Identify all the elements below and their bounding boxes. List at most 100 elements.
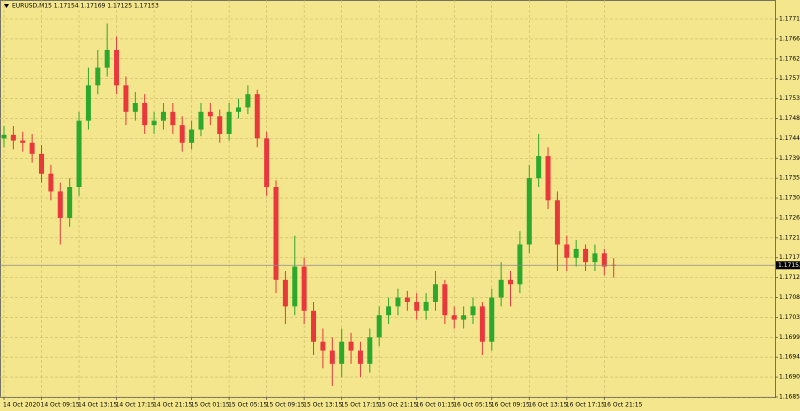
plot-frame — [0, 0, 776, 398]
candle-body — [67, 187, 73, 218]
candle-body — [282, 279, 288, 307]
y-tick-label: 1.16900 — [779, 374, 800, 381]
candle-body — [601, 253, 607, 267]
candle-body — [48, 173, 54, 192]
candle-body — [264, 138, 270, 188]
y-tick-label: 1.17575 — [779, 75, 800, 82]
x-tick-label: 15 Oct 17:15 — [341, 402, 380, 409]
candle-body — [245, 94, 251, 108]
candle-body — [367, 337, 373, 364]
candle-body — [76, 120, 82, 188]
candle-body — [1, 134, 7, 139]
y-tick-label: 1.17170 — [779, 254, 800, 261]
y-tick-label: 1.17350 — [779, 175, 800, 182]
x-tick-label: 15 Oct 13:15 — [303, 402, 342, 409]
current-price-box — [776, 261, 800, 270]
y-tick-label: 1.17035 — [779, 314, 800, 321]
candle-body — [198, 111, 204, 130]
candle-body — [573, 248, 579, 258]
candle-body — [85, 85, 91, 121]
candle-body — [536, 156, 542, 179]
x-tick-label: 15 Oct 01:15 — [191, 402, 230, 409]
y-tick-label: 1.17665 — [779, 35, 800, 42]
y-tick-label: 1.17530 — [779, 95, 800, 102]
x-tick-label: 15 Oct 09:15 — [266, 402, 305, 409]
candle-body — [461, 315, 467, 320]
candle-body — [329, 350, 335, 364]
candle-body — [357, 350, 363, 364]
candle-body — [311, 310, 317, 342]
y-tick-label: 1.17440 — [779, 135, 800, 142]
candle-body — [20, 140, 26, 143]
x-tick-label: 14 Oct 2020 — [3, 402, 40, 409]
x-tick-label: 16 Oct 13:15 — [528, 402, 567, 409]
candle-body — [123, 85, 129, 112]
candle-body — [404, 297, 410, 302]
candle-body — [414, 301, 420, 311]
candle-body — [479, 306, 485, 342]
candle-body — [545, 156, 551, 201]
y-tick-label: 1.17485 — [779, 115, 800, 122]
candle-body — [273, 187, 279, 280]
x-tick-label: 14 Oct 17:15 — [116, 402, 155, 409]
candle-body — [207, 111, 213, 117]
candle-body — [142, 103, 148, 126]
candle-body — [132, 103, 138, 112]
candle-body — [442, 284, 448, 316]
candle-body — [526, 178, 532, 245]
candle-body — [292, 266, 298, 307]
menu-arrow[interactable] — [4, 4, 9, 8]
x-tick-label: 16 Oct 01:15 — [416, 402, 455, 409]
candle-body — [348, 341, 354, 351]
candle-body — [386, 306, 392, 316]
y-tick-label: 1.17620 — [779, 55, 800, 62]
candle-body — [95, 67, 101, 86]
candle-body — [395, 297, 401, 307]
x-tick-label: 16 Oct 17:15 — [566, 402, 605, 409]
y-tick-label: 1.17305 — [779, 195, 800, 202]
y-tick-label: 1.17395 — [779, 155, 800, 162]
y-tick-label: 1.17260 — [779, 214, 800, 221]
candle-body — [189, 129, 195, 143]
x-tick-label: 16 Oct 21:15 — [603, 402, 642, 409]
candle-body — [451, 315, 457, 320]
candle-body — [564, 244, 570, 258]
candle-body — [432, 284, 438, 302]
candle-body — [104, 49, 110, 68]
candle-body — [39, 153, 45, 174]
x-tick-label: 15 Oct 05:15 — [228, 402, 267, 409]
x-tick-label: 16 Oct 05:15 — [453, 402, 492, 409]
candle-body — [254, 94, 260, 139]
candle-body — [151, 120, 157, 126]
candle-body — [592, 253, 598, 263]
candle-body — [554, 200, 560, 245]
candle-body — [170, 111, 176, 126]
y-tick-label: 1.16945 — [779, 354, 800, 361]
candle-body — [160, 111, 166, 121]
candle-body — [10, 134, 16, 141]
candle-body — [517, 244, 523, 285]
y-tick-label: 1.17080 — [779, 294, 800, 301]
x-tick-label: 16 Oct 09:15 — [491, 402, 530, 409]
y-tick-label: 1.17215 — [779, 234, 800, 241]
candle-body — [29, 142, 35, 154]
chart-title: EURUSD,M15 1.17154 1.17169 1.17125 1.171… — [12, 3, 159, 10]
y-tick-label: 1.16855 — [779, 394, 800, 401]
y-tick-label: 1.17125 — [779, 274, 800, 281]
y-tick-label: 1.17710 — [779, 16, 800, 23]
candle-body — [57, 191, 63, 218]
candle-body — [376, 315, 382, 338]
candle-body — [583, 248, 589, 263]
x-tick-label: 15 Oct 21:15 — [378, 402, 417, 409]
candle-body — [114, 49, 120, 86]
y-tick-label: 1.16990 — [779, 334, 800, 341]
candle-body — [508, 279, 514, 285]
candle-body — [217, 116, 223, 134]
candle-body — [226, 111, 232, 134]
candle-body — [498, 279, 504, 298]
candle-body — [423, 301, 429, 311]
x-tick-label: 14 Oct 21:15 — [153, 402, 192, 409]
candle-body — [301, 266, 307, 311]
candle-body — [236, 107, 241, 112]
